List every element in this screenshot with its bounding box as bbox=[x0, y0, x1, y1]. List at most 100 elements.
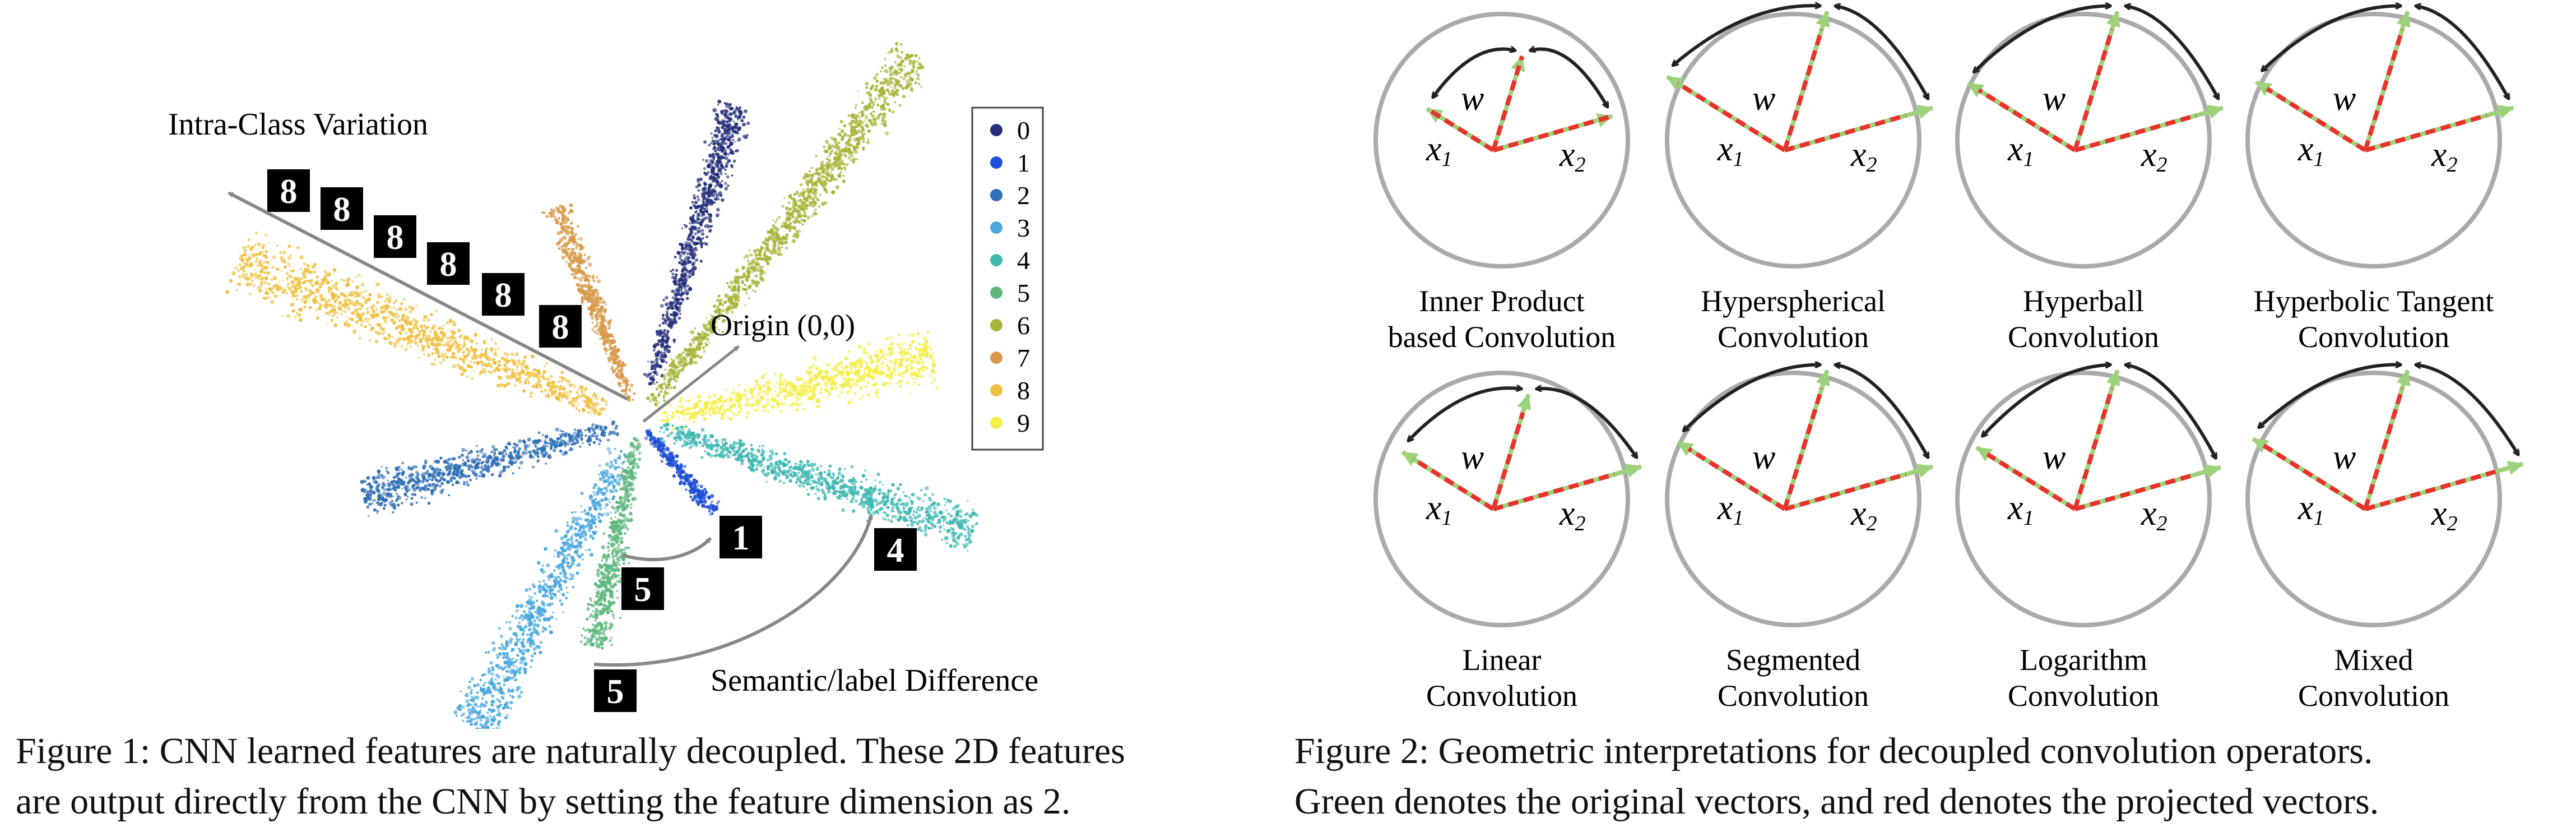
w-label: w bbox=[1461, 438, 1484, 477]
legend-item: 4 bbox=[990, 246, 1030, 275]
cluster-class-6 bbox=[646, 42, 925, 406]
unit-circle bbox=[1955, 371, 2212, 627]
x2-projected-vector bbox=[2074, 473, 2195, 511]
unit-circle bbox=[1373, 371, 1630, 627]
x2-label: x2 bbox=[1850, 494, 1877, 535]
x1-label: x1 bbox=[1426, 130, 1452, 171]
x2-projected-vector bbox=[1492, 472, 1616, 511]
intra-class-arrow bbox=[228, 191, 629, 401]
intra-class-label: Intra-Class Variation bbox=[168, 107, 428, 142]
w-label: w bbox=[2333, 80, 2356, 118]
legend-box bbox=[971, 107, 1044, 451]
legend-label: 4 bbox=[1017, 246, 1030, 275]
x2-label: x2 bbox=[2141, 494, 2167, 535]
legend-marker bbox=[990, 156, 1002, 169]
legend-marker bbox=[990, 124, 1002, 136]
panel-title-line: Logarithm bbox=[2020, 643, 2147, 677]
legend-marker bbox=[990, 352, 1002, 364]
w-projected-vector bbox=[2363, 29, 2405, 151]
x1-label: x1 bbox=[2297, 130, 2324, 171]
legend-label: 6 bbox=[1017, 311, 1030, 340]
x1-label: x1 bbox=[2007, 489, 2034, 530]
w-projected-vector bbox=[2073, 29, 2114, 151]
x1-projected-vector bbox=[1426, 107, 1495, 152]
x2-label: x2 bbox=[1559, 494, 1586, 535]
legend-marker bbox=[990, 417, 1002, 429]
panel-title-line: Hyperball bbox=[2023, 284, 2144, 318]
digit-thumbnail: 4 bbox=[874, 528, 917, 571]
x2-label: x2 bbox=[2141, 136, 2167, 177]
digit-thumbnail: 8 bbox=[321, 187, 363, 230]
legend-item: 9 bbox=[990, 409, 1030, 437]
panel-title-line: Convolution bbox=[2298, 679, 2449, 713]
panel-title-line: Convolution bbox=[1426, 679, 1577, 713]
x2-label: x2 bbox=[2431, 136, 2458, 177]
digit-thumbnail: 8 bbox=[267, 169, 310, 212]
panel-title-line: Convolution bbox=[2008, 320, 2159, 354]
caption-line: Figure 2: Geometric interpretations for … bbox=[1294, 731, 2373, 771]
w-label: w bbox=[2043, 438, 2066, 477]
x1-projected-vector bbox=[1978, 88, 2077, 152]
semantic-arc-large bbox=[593, 514, 873, 667]
x2-projected-vector bbox=[1784, 113, 1907, 152]
cluster-class-3 bbox=[453, 447, 634, 739]
angle-arc bbox=[1835, 365, 1930, 458]
w-projected-vector bbox=[2073, 387, 2114, 510]
x1-projected-vector bbox=[2262, 443, 2367, 511]
x2-projected-vector bbox=[2074, 113, 2197, 152]
cluster-class-5 bbox=[579, 437, 642, 650]
legend-label: 8 bbox=[1017, 376, 1030, 405]
angle-arc bbox=[1530, 49, 1608, 107]
w-label: w bbox=[1461, 80, 1484, 118]
feature-clusters bbox=[225, 42, 979, 739]
angle-arc bbox=[2125, 6, 2220, 99]
x2-projected-vector bbox=[1492, 114, 1613, 152]
x1-projected-vector bbox=[1986, 452, 2077, 511]
cluster-class-2 bbox=[360, 420, 619, 517]
origin-label: Origin (0,0) bbox=[711, 308, 855, 342]
angle-arc bbox=[2259, 364, 2401, 427]
figure-2-caption: Figure 2: Geometric interpretations for … bbox=[1294, 726, 2572, 827]
x2-label: x2 bbox=[2431, 494, 2458, 535]
legend-label: 3 bbox=[1017, 214, 1030, 242]
angle-arc bbox=[1408, 388, 1522, 441]
x1-label: x1 bbox=[1717, 130, 1744, 171]
digit-thumbnail: 8 bbox=[374, 215, 416, 258]
cluster-class-1 bbox=[644, 428, 721, 516]
panel-title-line: Mixed bbox=[2334, 643, 2413, 677]
panel-title-line: based Convolution bbox=[1388, 320, 1616, 354]
angle-arc bbox=[1683, 365, 1820, 431]
legend-label: 2 bbox=[1017, 181, 1030, 210]
angle-arc bbox=[1974, 6, 2110, 72]
digit-thumbnail: 8 bbox=[539, 305, 582, 348]
legend-item: 7 bbox=[990, 344, 1030, 372]
angle-arc bbox=[2416, 365, 2519, 455]
x1-label: x1 bbox=[1426, 489, 1452, 530]
legend-marker bbox=[990, 254, 1002, 266]
legend-label: 7 bbox=[1017, 344, 1030, 372]
digit-thumbnail: 8 bbox=[482, 273, 525, 316]
angle-arc bbox=[2262, 6, 2401, 71]
w-label: w bbox=[1752, 438, 1775, 477]
angle-arc bbox=[1673, 6, 1821, 66]
legend-marker bbox=[990, 286, 1002, 299]
legend-item: 5 bbox=[990, 279, 1030, 307]
legend-marker bbox=[990, 221, 1002, 234]
panel-title-line: Hyperspherical bbox=[1701, 284, 1886, 318]
unit-circle bbox=[2245, 371, 2502, 627]
legend-item: 0 bbox=[990, 116, 1030, 145]
x2-projected-vector bbox=[1784, 472, 1907, 511]
w-label: w bbox=[2043, 80, 2066, 118]
caption-line: are output directly from the CNN by sett… bbox=[16, 781, 1071, 822]
legend-item: 6 bbox=[990, 311, 1030, 340]
legend-marker bbox=[990, 189, 1002, 201]
legend-item: 1 bbox=[990, 149, 1030, 177]
